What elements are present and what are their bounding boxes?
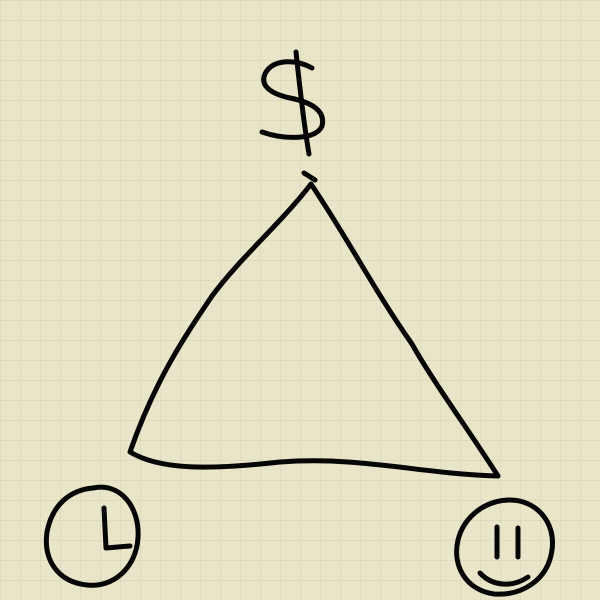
smiley-face-icon	[454, 497, 555, 597]
triangle	[127, 181, 501, 479]
dollar-sign-icon	[259, 49, 326, 183]
clock-icon	[43, 484, 141, 588]
